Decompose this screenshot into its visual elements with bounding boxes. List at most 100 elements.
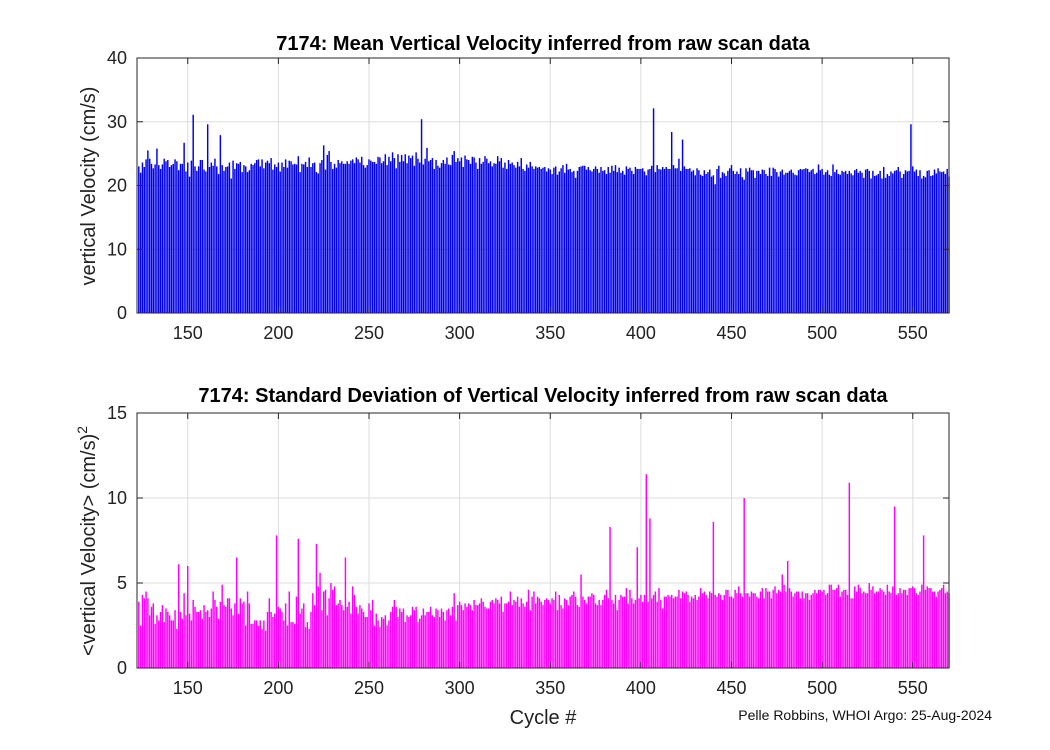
data-bar <box>373 625 376 668</box>
data-bar <box>578 167 580 313</box>
data-bar <box>930 175 932 313</box>
data-bar <box>757 170 760 313</box>
data-bar <box>404 622 406 668</box>
data-bar <box>226 166 229 314</box>
data-bar <box>458 601 461 668</box>
data-bar <box>656 601 658 668</box>
data-bar <box>286 625 289 668</box>
data-bar <box>719 177 722 313</box>
data-bar <box>344 163 347 313</box>
data-bar <box>150 163 153 313</box>
data-bar <box>525 601 528 668</box>
data-bar <box>701 593 704 668</box>
data-bar <box>199 610 202 668</box>
data-bar <box>531 596 533 668</box>
data-bar <box>380 617 383 668</box>
x-tick-label: 350 <box>535 323 565 343</box>
data-bar <box>854 170 856 313</box>
data-bar <box>295 164 298 313</box>
data-bar <box>237 163 240 313</box>
data-bar <box>148 158 151 313</box>
data-bar <box>547 600 550 668</box>
data-bar <box>872 170 874 313</box>
data-bar <box>176 628 178 668</box>
data-bar <box>351 586 354 668</box>
data-bar <box>172 620 174 668</box>
data-bar <box>293 623 296 668</box>
data-bar <box>748 596 751 668</box>
data-bar <box>703 591 706 668</box>
data-bar <box>437 610 439 668</box>
data-bar <box>139 172 142 313</box>
data-bar <box>339 163 341 313</box>
data-bar <box>915 169 918 313</box>
data-bar <box>163 158 165 313</box>
data-bar <box>801 169 803 313</box>
data-bar <box>386 625 388 668</box>
data-bar <box>748 167 751 313</box>
data-bar <box>612 603 615 668</box>
y-tick-label: 20 <box>107 176 127 196</box>
data-bar <box>471 610 474 668</box>
data-bar <box>904 589 907 668</box>
data-bar <box>351 159 354 313</box>
data-bar <box>609 526 611 668</box>
data-bar <box>212 165 214 313</box>
data-bar <box>152 168 155 313</box>
data-bar <box>477 168 479 313</box>
data-bar <box>728 596 731 668</box>
data-bar <box>513 600 515 668</box>
data-bar <box>714 594 716 668</box>
data-bar <box>696 168 698 313</box>
data-bar <box>676 168 678 313</box>
data-bar <box>884 594 887 668</box>
data-bar <box>819 170 822 313</box>
data-bar <box>754 177 756 313</box>
data-bar <box>573 170 575 313</box>
data-bar <box>281 162 283 313</box>
data-bar <box>808 172 811 313</box>
data-bar <box>272 617 274 668</box>
data-bar <box>145 591 147 668</box>
data-bar <box>370 160 372 313</box>
data-bar <box>596 168 599 313</box>
data-bar <box>792 172 794 313</box>
data-bar <box>857 584 860 668</box>
data-bar <box>580 166 582 314</box>
data-bar <box>834 589 836 668</box>
data-bar <box>379 627 381 668</box>
data-bar <box>837 174 840 313</box>
data-bar <box>424 158 426 313</box>
data-bar <box>487 163 490 313</box>
data-bar <box>832 164 834 313</box>
data-bar <box>574 177 577 313</box>
data-bar <box>723 173 725 313</box>
data-bar <box>536 167 539 313</box>
data-bar <box>922 535 925 668</box>
data-bar <box>143 167 145 313</box>
data-bar <box>457 605 459 668</box>
data-bar <box>281 611 283 668</box>
data-bar <box>176 161 178 313</box>
data-bar <box>638 168 640 313</box>
bottom-chart-y-ticks: 0 5 10 15 <box>107 403 949 678</box>
data-bar <box>275 535 278 668</box>
data-bar <box>640 594 642 668</box>
data-bar <box>315 172 318 313</box>
data-bar <box>498 603 501 668</box>
data-bar <box>545 171 548 313</box>
data-bar <box>888 175 890 313</box>
data-bar <box>486 158 488 313</box>
data-bar <box>192 114 194 314</box>
data-bar <box>562 608 564 668</box>
data-bar <box>506 168 508 313</box>
credit-text: Pelle Robbins, WHOI Argo: 25-Aug-2024 <box>738 707 992 723</box>
data-bar <box>631 598 633 668</box>
data-bar <box>263 168 265 313</box>
data-bar <box>710 176 713 313</box>
data-bar <box>886 584 889 668</box>
data-bar <box>496 156 499 313</box>
data-bar <box>788 588 791 668</box>
data-bar <box>834 172 836 313</box>
data-bar <box>332 168 334 313</box>
